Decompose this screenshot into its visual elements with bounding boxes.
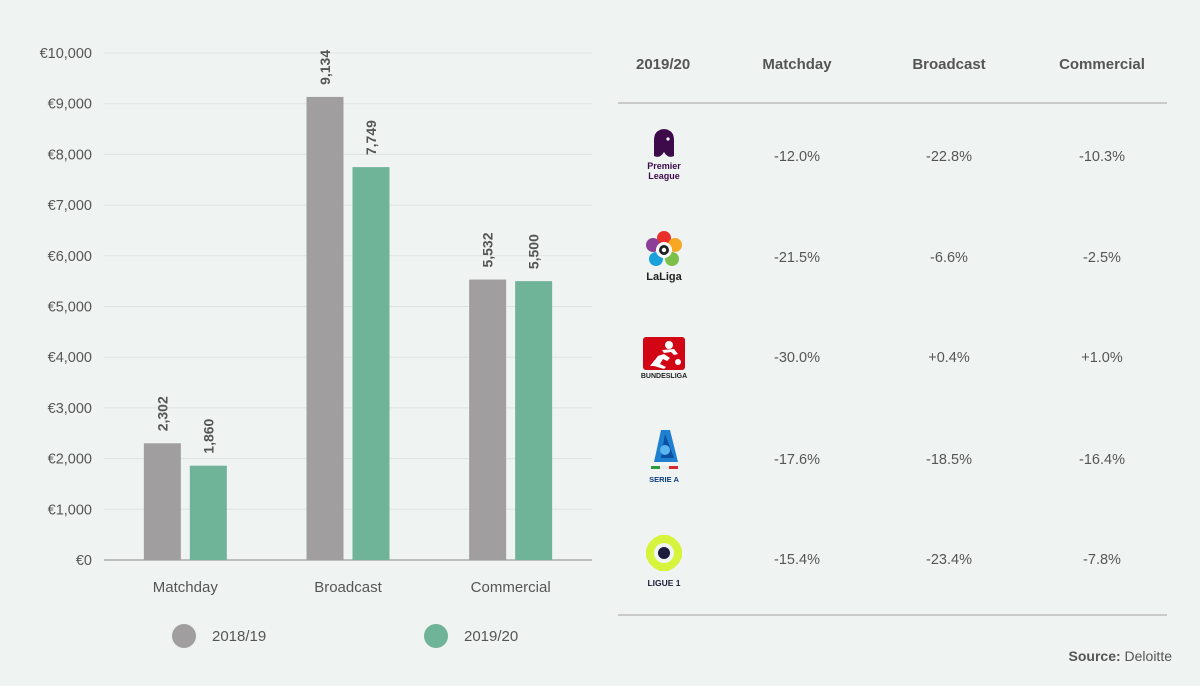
bar-value-label: 2,302: [154, 396, 170, 431]
cell-premier-league-broadcast: -22.8%: [926, 149, 972, 165]
bundesliga-logo: [634, 336, 694, 398]
cell-laliga-broadcast: -6.6%: [930, 250, 968, 266]
source-label: Source:: [1068, 648, 1121, 664]
y-tick-label: €3,000: [48, 401, 92, 417]
cell-serie-a-matchday: -17.6%: [774, 452, 820, 468]
cell-premier-league-matchday: -12.0%: [774, 149, 820, 165]
table-top-divider: [618, 102, 1167, 104]
bar: [143, 443, 181, 560]
cell-bundesliga-commercial: +1.0%: [1081, 350, 1123, 366]
laliga-logo-text: LaLiga: [646, 271, 682, 283]
ligue-1-logo: [634, 532, 694, 594]
ligue-1-logo-text: LIGUE 1: [647, 578, 681, 588]
serie-a-logo: [634, 428, 694, 490]
y-tick-label: €4,000: [48, 350, 92, 366]
bar: [306, 96, 344, 561]
cell-laliga-commercial: -2.5%: [1083, 250, 1121, 266]
source-note: Source: Deloitte: [1069, 648, 1172, 664]
serie-a-logo-text: SERIE A: [649, 475, 679, 484]
x-tick-label: Broadcast: [314, 579, 382, 596]
source-value: Deloitte: [1124, 648, 1172, 664]
bar-value-label: 1,860: [200, 418, 216, 453]
bar-chart: €0 €1,000 €2,000 €3,000 €4,000 €5,000 €6,000 €7…: [40, 46, 592, 596]
y-tick-label: €2,000: [48, 452, 92, 468]
laliga-logo: [634, 230, 694, 292]
cell-ligue-1-commercial: -7.8%: [1083, 552, 1121, 568]
y-tick-label: €9,000: [48, 97, 92, 113]
legend-item-2019-20: 2019/20: [424, 624, 518, 648]
bar: [469, 279, 507, 560]
y-tick-label: €10,000: [40, 46, 92, 62]
cell-bundesliga-broadcast: +0.4%: [928, 350, 970, 366]
cell-serie-a-commercial: -16.4%: [1079, 452, 1125, 468]
legend-label-2018-19: 2018/19: [212, 627, 267, 645]
bundesliga-logo-text: BUNDESLIGA: [640, 373, 688, 380]
premier-league-logo-text: Premier League: [647, 161, 681, 181]
x-tick-label: Matchday: [153, 579, 219, 596]
table-header-season: 2019/20: [636, 56, 691, 73]
table-header-commercial: Commercial: [1059, 56, 1145, 73]
y-tick-label: €5,000: [48, 300, 92, 316]
y-tick-label: €6,000: [48, 249, 92, 265]
bar-value-label: 7,749: [363, 120, 379, 155]
cell-serie-a-broadcast: -18.5%: [926, 452, 972, 468]
ligue-1-icon: [646, 535, 682, 571]
legend-item-2018-19: 2018/19: [172, 624, 266, 648]
x-tick-label: Commercial: [471, 579, 551, 596]
table-header-matchday: Matchday: [762, 56, 832, 73]
table-bottom-divider: [618, 614, 1167, 616]
bar-value-label: 9,134: [317, 50, 333, 85]
bar: [189, 465, 227, 560]
bar: [352, 167, 390, 560]
cell-ligue-1-matchday: -15.4%: [774, 552, 820, 568]
legend-label-2019-20: 2019/20: [464, 627, 519, 645]
cell-bundesliga-matchday: -30.0%: [774, 350, 820, 366]
bar: [515, 281, 553, 560]
premier-league-logo: [634, 126, 694, 188]
lion-crest-icon: [654, 129, 674, 157]
y-tick-label: €0: [76, 553, 92, 569]
serie-a-shield-icon: [651, 430, 678, 469]
bar-value-label: 5,532: [480, 232, 496, 267]
cell-ligue-1-broadcast: -23.4%: [926, 552, 972, 568]
legend-swatch-2018-19: [172, 624, 196, 648]
cell-laliga-matchday: -21.5%: [774, 250, 820, 266]
laliga-flower-icon: [646, 231, 682, 266]
bundesliga-player-icon: [643, 337, 685, 370]
bar-value-label: 5,500: [526, 234, 542, 269]
y-tick-label: €8,000: [48, 147, 92, 163]
y-tick-label: €7,000: [48, 198, 92, 214]
table-header-broadcast: Broadcast: [912, 56, 986, 73]
cell-premier-league-commercial: -10.3%: [1079, 149, 1125, 165]
y-tick-label: €1,000: [48, 502, 92, 518]
legend-swatch-2019-20: [424, 624, 448, 648]
